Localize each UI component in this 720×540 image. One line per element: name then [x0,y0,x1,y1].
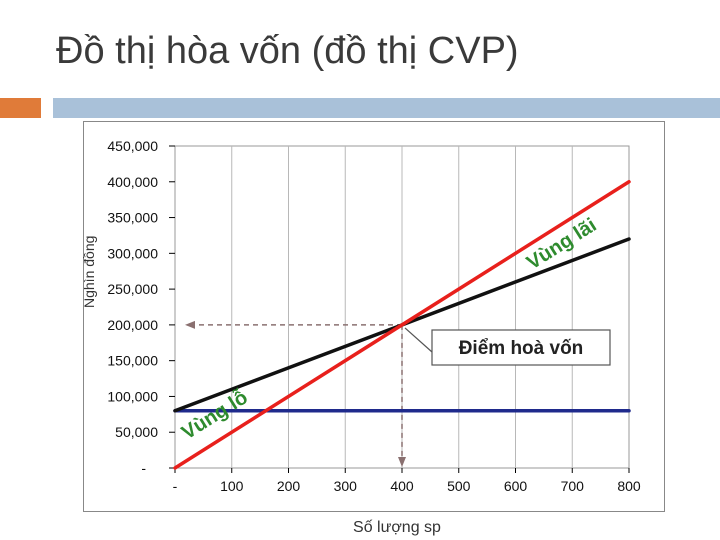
x-tick-label: 300 [334,478,358,494]
x-axis-label: Số lượng sp [353,519,441,536]
y-tick-label: 300,000 [107,245,158,261]
y-tick-label: 450,000 [107,138,158,154]
y-tick-label: 150,000 [107,353,158,369]
grid-lines [231,146,573,468]
x-axis-ticks: - 100 200 300 400 500 600 700 800 [173,468,641,494]
accent-bar [53,98,720,118]
x-tick-label: 200 [277,478,301,494]
x-tick-label: - [173,478,178,494]
break-even-guides [185,320,406,467]
y-tick-label: 200,000 [107,317,158,333]
y-tick-label: 250,000 [107,281,158,297]
y-axis-label: Nghìn đồng [81,236,97,308]
accent-square [0,98,41,118]
y-axis-ticks: - 50,000 100,000 150,000 200,000 250,000 300,0… [107,138,175,476]
x-tick-label: 700 [561,478,585,494]
guide-arrowhead [185,320,195,329]
y-tick-label: 400,000 [107,174,158,190]
x-tick-label: 600 [504,478,528,494]
slide-title: Đồ thị hòa vốn (đồ thị CVP) [56,30,519,72]
y-tick-label: - [141,460,146,476]
y-tick-label: 350,000 [107,210,158,226]
x-tick-label: 800 [617,478,641,494]
x-tick-label: 400 [390,478,414,494]
y-tick-label: 100,000 [107,388,158,404]
x-tick-label: 500 [447,478,471,494]
y-tick-label: 50,000 [115,424,158,440]
guide-arrowhead [398,457,406,467]
break-even-box [431,329,611,366]
break-even-pointer [404,327,433,353]
break-even-label: Điểm hoà vốn [459,338,584,359]
x-tick-label: 100 [220,478,244,494]
revenue-line [173,180,631,470]
series-lines [173,180,631,470]
